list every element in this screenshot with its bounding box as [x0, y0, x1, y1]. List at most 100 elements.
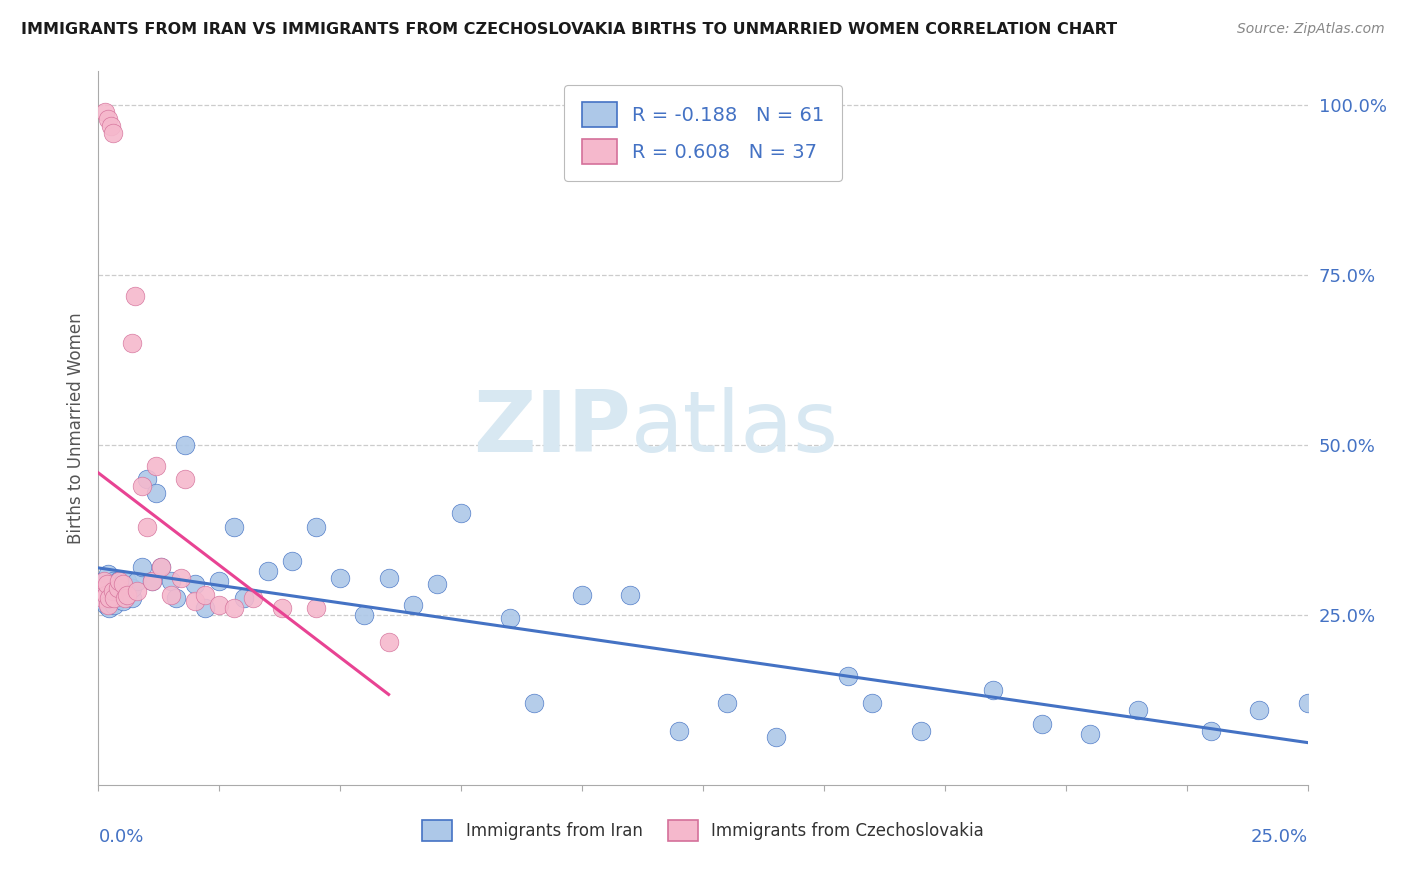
Point — [94, 598, 117, 612]
Point — [93, 105, 115, 120]
Point — [271, 601, 294, 615]
Point — [256, 564, 278, 578]
Point — [98, 591, 121, 605]
Point — [150, 560, 173, 574]
Point — [94, 588, 117, 602]
Point — [100, 119, 122, 133]
Point — [100, 584, 122, 599]
Point — [107, 574, 129, 588]
Point — [101, 126, 124, 140]
Point — [1078, 727, 1101, 741]
Point — [765, 731, 787, 745]
Point — [1199, 723, 1222, 738]
Point — [150, 560, 173, 574]
Point — [135, 472, 157, 486]
Point — [104, 581, 127, 595]
Point — [91, 584, 114, 599]
Point — [860, 697, 883, 711]
Point — [305, 519, 328, 533]
Point — [145, 485, 167, 500]
Point — [498, 611, 520, 625]
Text: IMMIGRANTS FROM IRAN VS IMMIGRANTS FROM CZECHOSLOVAKIA BIRTHS TO UNMARRIED WOMEN: IMMIGRANTS FROM IRAN VS IMMIGRANTS FROM … — [21, 22, 1118, 37]
Point — [91, 588, 114, 602]
Point — [141, 574, 163, 588]
Point — [402, 598, 425, 612]
Point — [127, 574, 149, 588]
Point — [377, 571, 399, 585]
Point — [98, 601, 121, 615]
Point — [668, 723, 690, 738]
Point — [103, 598, 125, 612]
Point — [107, 574, 129, 588]
Point — [145, 458, 167, 473]
Point — [101, 584, 124, 599]
Point — [160, 574, 183, 588]
Point — [96, 581, 118, 595]
Point — [208, 574, 231, 588]
Point — [1296, 697, 1319, 711]
Point — [117, 574, 139, 588]
Y-axis label: Births to Unmarried Women: Births to Unmarried Women — [66, 312, 84, 544]
Point — [174, 438, 197, 452]
Point — [91, 591, 114, 605]
Point — [91, 574, 114, 588]
Point — [127, 584, 149, 599]
Point — [619, 588, 641, 602]
Point — [208, 598, 231, 612]
Point — [111, 594, 134, 608]
Point — [523, 697, 546, 711]
Point — [117, 588, 139, 602]
Point — [837, 669, 859, 683]
Point — [101, 594, 124, 608]
Point — [121, 581, 143, 595]
Text: 25.0%: 25.0% — [1250, 828, 1308, 846]
Point — [222, 519, 245, 533]
Point — [305, 601, 328, 615]
Point — [174, 472, 197, 486]
Point — [124, 288, 146, 302]
Point — [910, 723, 932, 738]
Point — [141, 574, 163, 588]
Point — [222, 601, 245, 615]
Point — [97, 567, 120, 582]
Point — [111, 574, 134, 588]
Legend: Immigrants from Iran, Immigrants from Czechoslovakia: Immigrants from Iran, Immigrants from Cz… — [416, 814, 990, 848]
Point — [169, 571, 191, 585]
Point — [353, 608, 375, 623]
Point — [165, 591, 187, 605]
Point — [117, 584, 139, 599]
Point — [281, 554, 304, 568]
Point — [242, 591, 264, 605]
Point — [111, 577, 134, 591]
Point — [426, 577, 449, 591]
Point — [121, 336, 143, 351]
Point — [184, 577, 207, 591]
Text: Source: ZipAtlas.com: Source: ZipAtlas.com — [1237, 22, 1385, 37]
Point — [1128, 703, 1150, 717]
Point — [1249, 703, 1271, 717]
Point — [121, 591, 143, 605]
Point — [450, 506, 472, 520]
Point — [1031, 716, 1053, 731]
Point — [108, 591, 131, 605]
Point — [96, 577, 118, 591]
Point — [131, 479, 153, 493]
Point — [571, 588, 593, 602]
Point — [716, 697, 738, 711]
Point — [194, 588, 217, 602]
Point — [93, 594, 115, 608]
Text: 0.0%: 0.0% — [98, 828, 143, 846]
Point — [232, 591, 254, 605]
Point — [114, 591, 136, 605]
Point — [97, 598, 120, 612]
Point — [377, 635, 399, 649]
Point — [101, 574, 124, 588]
Point — [107, 581, 129, 595]
Point — [97, 112, 120, 126]
Point — [131, 560, 153, 574]
Point — [135, 519, 157, 533]
Point — [981, 682, 1004, 697]
Point — [103, 591, 125, 605]
Point — [160, 588, 183, 602]
Point — [329, 571, 352, 585]
